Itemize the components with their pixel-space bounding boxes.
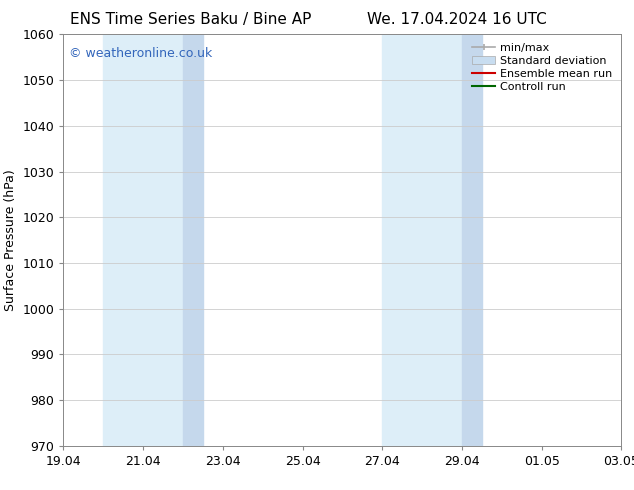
Text: We. 17.04.2024 16 UTC: We. 17.04.2024 16 UTC	[366, 12, 547, 27]
Y-axis label: Surface Pressure (hPa): Surface Pressure (hPa)	[4, 169, 17, 311]
Bar	[103, 34, 183, 446]
Text: ENS Time Series Baku / Bine AP: ENS Time Series Baku / Bine AP	[70, 12, 311, 27]
Bar	[462, 34, 482, 446]
Text: © weatheronline.co.uk: © weatheronline.co.uk	[69, 47, 212, 60]
Legend: min/max, Standard deviation, Ensemble mean run, Controll run: min/max, Standard deviation, Ensemble me…	[469, 40, 616, 95]
Bar	[183, 34, 203, 446]
Bar	[382, 34, 462, 446]
